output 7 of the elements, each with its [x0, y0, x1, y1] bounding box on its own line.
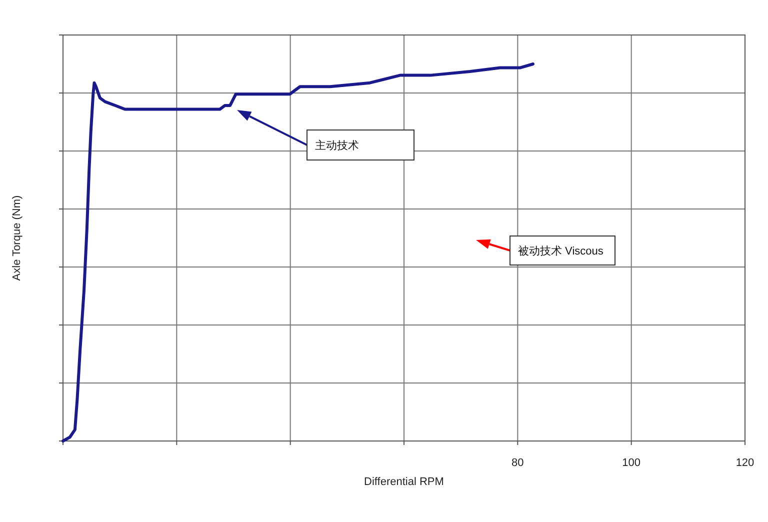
x-axis-title: Differential RPM: [364, 476, 444, 488]
x-tick-label: 80: [512, 457, 524, 469]
annotation: 被动技术 Viscous: [518, 244, 604, 258]
annotation: 主动技术: [315, 139, 359, 152]
y-axis-title: Axle Torque (Nm): [11, 195, 23, 281]
x-tick-label: 120: [736, 457, 754, 469]
x-tick-label: 100: [622, 457, 641, 469]
